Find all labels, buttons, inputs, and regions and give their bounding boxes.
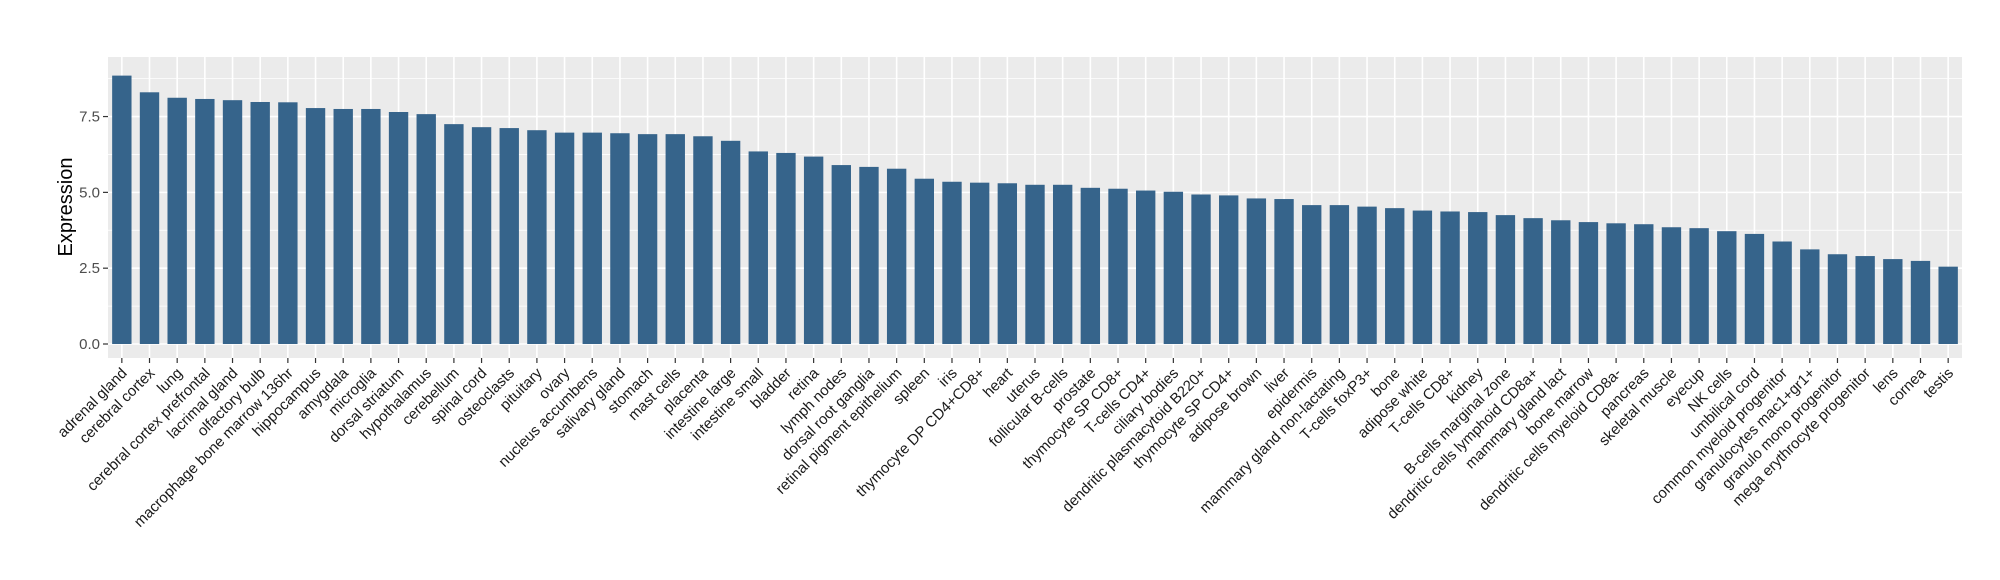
bar bbox=[748, 151, 768, 344]
bar bbox=[1246, 198, 1267, 344]
y-tick-label: 5.0 bbox=[79, 184, 100, 201]
bar bbox=[361, 108, 381, 344]
x-tick-label: testis bbox=[1920, 365, 1957, 402]
bar bbox=[720, 140, 741, 344]
bar bbox=[1938, 266, 1958, 344]
bar bbox=[1219, 195, 1239, 344]
bar bbox=[997, 183, 1018, 344]
bar bbox=[803, 156, 824, 344]
bar bbox=[637, 134, 658, 344]
bar bbox=[471, 127, 492, 344]
y-axis: 0.0 2.5 5.0 7.5 bbox=[79, 109, 108, 353]
bar bbox=[665, 134, 685, 344]
bar bbox=[1910, 260, 1931, 344]
bar bbox=[444, 124, 464, 345]
bar bbox=[582, 132, 602, 344]
bar bbox=[1883, 259, 1903, 344]
bar bbox=[1136, 190, 1156, 344]
bar bbox=[1080, 187, 1101, 344]
bar bbox=[1108, 188, 1128, 344]
bar bbox=[527, 130, 547, 344]
bar bbox=[1163, 191, 1184, 344]
bar bbox=[1385, 208, 1405, 344]
bar bbox=[388, 112, 409, 344]
bar bbox=[859, 166, 879, 344]
bar bbox=[1357, 206, 1377, 344]
bar bbox=[1412, 210, 1433, 344]
bar bbox=[1523, 218, 1543, 344]
bar bbox=[1744, 233, 1765, 344]
bar bbox=[1634, 224, 1654, 344]
bar bbox=[693, 136, 713, 344]
bar bbox=[250, 101, 270, 344]
y-tick-label: 7.5 bbox=[79, 109, 100, 126]
bar bbox=[305, 108, 326, 344]
bar bbox=[1440, 211, 1460, 344]
bar bbox=[416, 114, 436, 344]
bar bbox=[831, 165, 851, 344]
bar bbox=[942, 181, 962, 344]
bar bbox=[1052, 184, 1073, 344]
bar bbox=[1495, 215, 1516, 344]
bar bbox=[139, 92, 160, 344]
bar bbox=[610, 133, 630, 344]
bar bbox=[1689, 228, 1709, 344]
bar bbox=[776, 152, 796, 344]
bar bbox=[1606, 223, 1626, 344]
bar bbox=[1302, 205, 1322, 344]
bar bbox=[1661, 227, 1682, 344]
y-axis-label: Expression bbox=[55, 158, 77, 257]
bar bbox=[554, 132, 575, 344]
bars bbox=[112, 75, 1958, 345]
bar bbox=[886, 168, 907, 344]
y-tick-label: 0.0 bbox=[79, 336, 100, 353]
bar bbox=[1468, 212, 1488, 344]
bar bbox=[1329, 205, 1350, 344]
bar bbox=[914, 178, 934, 344]
bar bbox=[333, 108, 353, 344]
bar bbox=[1800, 249, 1820, 344]
bar bbox=[278, 102, 298, 344]
bar bbox=[195, 98, 215, 345]
bar bbox=[112, 75, 132, 344]
bar bbox=[1025, 184, 1045, 344]
bar bbox=[1274, 199, 1294, 344]
bar bbox=[1855, 256, 1875, 344]
bar bbox=[499, 128, 519, 344]
bar bbox=[969, 182, 990, 344]
bar bbox=[167, 97, 187, 345]
bar bbox=[1191, 194, 1211, 344]
y-tick-label: 2.5 bbox=[79, 260, 100, 277]
bar bbox=[1827, 254, 1848, 344]
bar bbox=[1717, 231, 1737, 344]
bar bbox=[1578, 222, 1599, 344]
bar bbox=[1551, 220, 1571, 344]
bar bbox=[222, 100, 243, 345]
bar bbox=[1772, 241, 1792, 344]
